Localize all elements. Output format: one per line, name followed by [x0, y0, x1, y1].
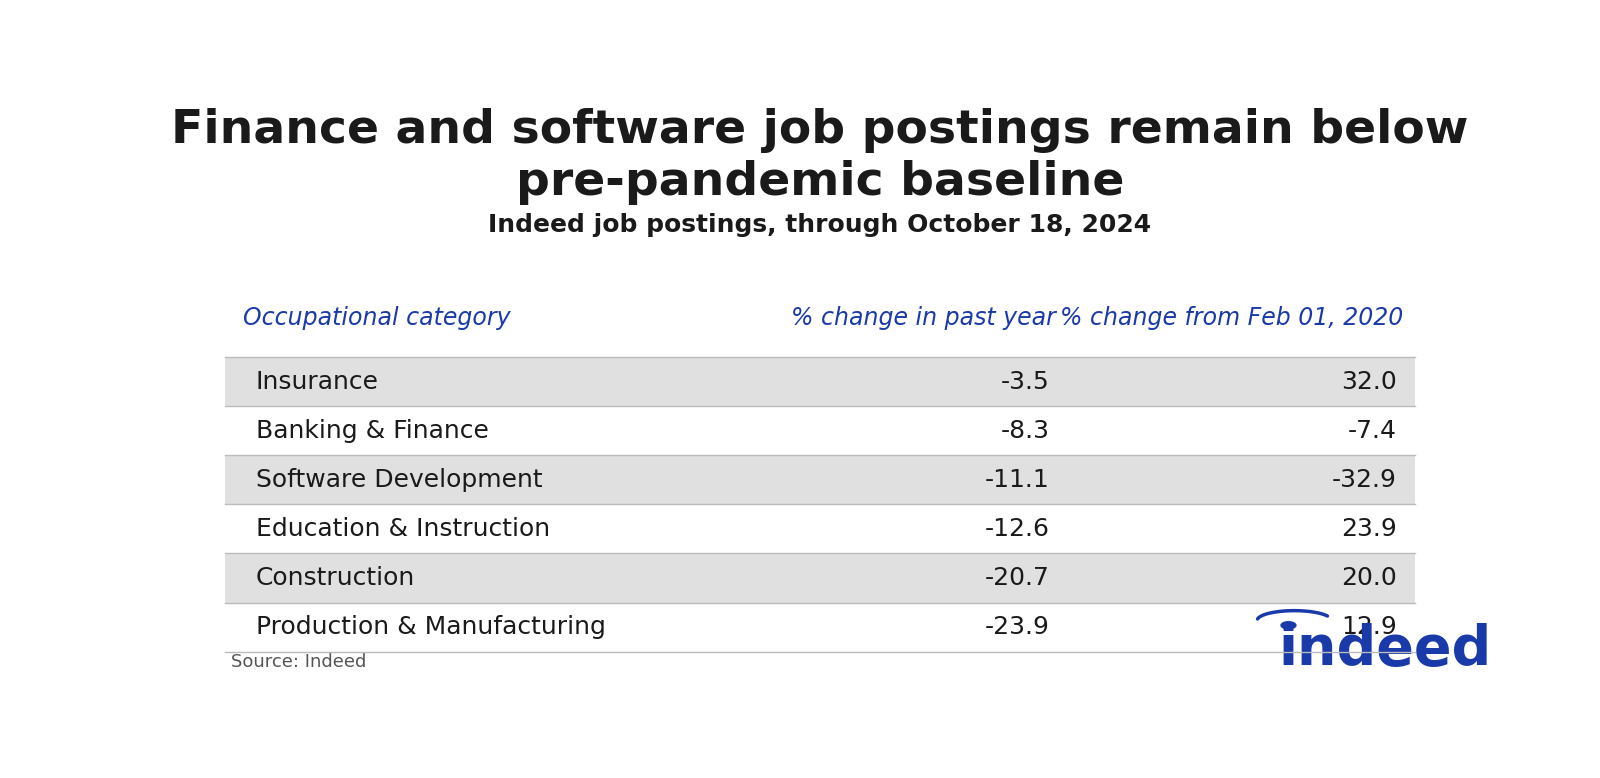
- Text: -11.1: -11.1: [984, 468, 1050, 492]
- Text: Construction: Construction: [256, 566, 414, 590]
- Bar: [224, 406, 1414, 455]
- Text: Source: Indeed: Source: Indeed: [230, 654, 366, 671]
- Text: -20.7: -20.7: [984, 566, 1050, 590]
- Text: -23.9: -23.9: [984, 615, 1050, 639]
- Text: 20.0: 20.0: [1341, 566, 1397, 590]
- Text: Production & Manufacturing: Production & Manufacturing: [256, 615, 606, 639]
- Text: Software Development: Software Development: [256, 468, 542, 492]
- Text: Occupational category: Occupational category: [243, 306, 510, 330]
- Text: Indeed job postings, through October 18, 2024: Indeed job postings, through October 18,…: [488, 213, 1152, 237]
- Text: Education & Instruction: Education & Instruction: [256, 517, 550, 541]
- Bar: [224, 602, 1414, 652]
- Text: -32.9: -32.9: [1331, 468, 1397, 492]
- Text: Banking & Finance: Banking & Finance: [256, 419, 488, 443]
- Text: indeed: indeed: [1278, 623, 1493, 678]
- Text: -3.5: -3.5: [1000, 370, 1050, 394]
- Text: 32.0: 32.0: [1341, 370, 1397, 394]
- Text: % change from Feb 01, 2020: % change from Feb 01, 2020: [1059, 306, 1403, 330]
- Text: % change in past year: % change in past year: [790, 306, 1056, 330]
- Text: -7.4: -7.4: [1347, 419, 1397, 443]
- Bar: [224, 553, 1414, 602]
- Text: -12.6: -12.6: [984, 517, 1050, 541]
- Circle shape: [1282, 622, 1296, 629]
- Bar: [224, 357, 1414, 406]
- Text: 23.9: 23.9: [1341, 517, 1397, 541]
- Text: Finance and software job postings remain below
pre-pandemic baseline: Finance and software job postings remain…: [171, 108, 1469, 205]
- Text: Insurance: Insurance: [256, 370, 379, 394]
- Bar: [224, 455, 1414, 504]
- Text: -8.3: -8.3: [1000, 419, 1050, 443]
- Bar: [224, 504, 1414, 553]
- Text: 12.9: 12.9: [1341, 615, 1397, 639]
